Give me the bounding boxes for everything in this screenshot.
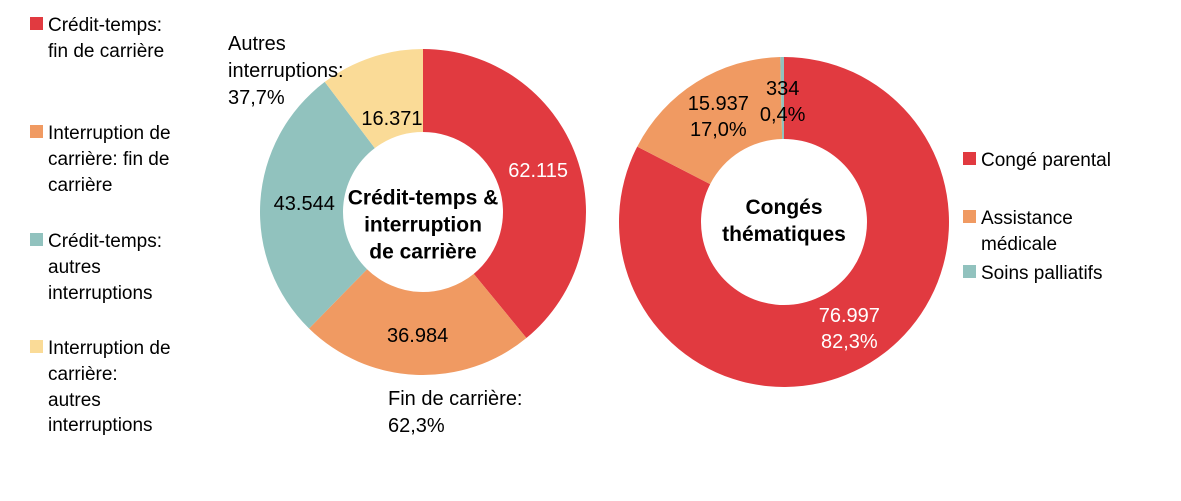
slice-value: 16.371	[361, 108, 423, 131]
slice-label: 62.115	[508, 158, 568, 184]
legend-swatch-red	[30, 17, 43, 30]
donut-segment	[619, 57, 949, 387]
slice-value: 15.937	[687, 93, 749, 116]
legend-item: Crédit-temps: fin de carrière	[30, 13, 202, 65]
annotation-autres-interruptions: Autres interruptions: 37,7%	[228, 33, 344, 109]
slice-value: 334	[765, 77, 800, 100]
legend-label: Assistance médicale	[981, 208, 1073, 255]
slice-percent: 82,3%	[820, 331, 878, 354]
slice-label: 36.984	[387, 323, 448, 349]
legend-swatch-red	[963, 152, 976, 165]
slice-value: 36.984	[387, 324, 449, 347]
donut-segment	[780, 57, 784, 140]
legend-swatch-orange	[30, 125, 43, 138]
annotation-fin-de-carriere: Fin de carrière: 62,3%	[388, 388, 523, 437]
donut-title-credit-temps: Crédit-temps & interruption de carrière	[347, 186, 499, 264]
slice-value: 62.115	[508, 159, 568, 182]
slice-percent: 17,0%	[689, 119, 747, 142]
legend-label: Crédit-temps: fin de carrière	[48, 15, 165, 62]
legend-swatch-teal	[963, 265, 976, 278]
legend-label: Interruption de carrière: fin de carrièr…	[48, 123, 171, 196]
legend-label: Soins palliatifs	[981, 263, 1103, 284]
slice-label: 334 0,4%	[760, 76, 806, 128]
donut-segment	[423, 49, 586, 339]
donut-segment	[260, 81, 375, 329]
legend-swatch-yellow	[30, 340, 43, 353]
slice-value: 76.997	[818, 305, 880, 328]
legend-swatch-orange	[963, 210, 976, 223]
legend-label: Interruption de carrière: autres interru…	[48, 338, 171, 437]
legend-swatch-teal	[30, 233, 43, 246]
slice-label: 15.937 17,0%	[688, 91, 749, 143]
donut-segment	[637, 57, 783, 185]
legend-item: Soins palliatifs	[963, 261, 1163, 287]
legend-item: Interruption de carrière: fin de carrièr…	[30, 121, 202, 198]
slice-percent: 0,4%	[759, 103, 806, 126]
slice-value: 43.544	[273, 193, 335, 216]
legend-item: Crédit-temps: autres interruptions	[30, 229, 202, 306]
legend-label: Crédit-temps: autres interruptions	[48, 231, 163, 304]
donut-segment	[324, 49, 423, 149]
slice-label: 43.544	[274, 191, 335, 217]
legend-item: Congé parental	[963, 148, 1163, 174]
legend-item: Interruption de carrière: autres interru…	[30, 336, 202, 439]
legend-label: Congé parental	[981, 150, 1111, 171]
legend-item: Assistance médicale	[963, 206, 1163, 258]
donut-segment	[309, 269, 527, 376]
donut-title-conges-thematiques: Congés thématiques	[722, 196, 846, 246]
slice-label: 76.997 82,3%	[819, 303, 880, 355]
slice-label: 16.371	[361, 106, 422, 132]
